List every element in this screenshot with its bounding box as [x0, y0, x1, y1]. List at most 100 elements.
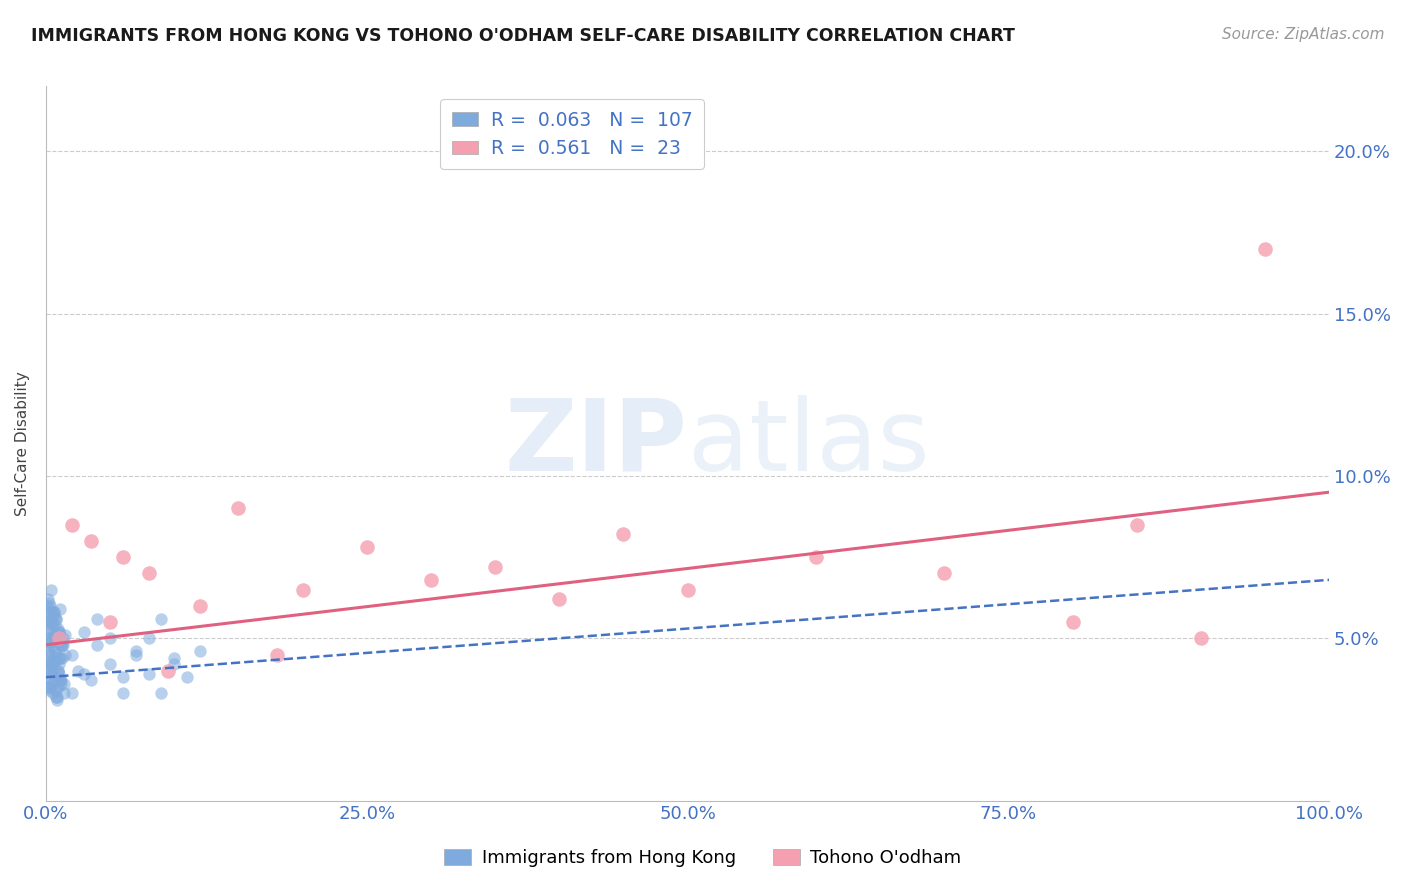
Point [49, 673, 72, 688]
Point [42, 686, 65, 700]
Point [804, 550, 827, 565]
Point [156, 664, 179, 678]
Point [111, 670, 134, 684]
Point [111, 686, 134, 700]
Point [37, 680, 59, 694]
Point [41, 632, 63, 646]
Point [46, 690, 69, 704]
Point [44, 640, 66, 655]
Point [138, 667, 160, 681]
Point [38, 615, 60, 629]
Point [150, 686, 173, 700]
Point [51, 673, 73, 688]
Text: atlas: atlas [688, 395, 929, 492]
Point [48, 657, 70, 672]
Point [38, 664, 60, 678]
Point [39, 612, 62, 626]
Point [46, 680, 69, 694]
Text: Source: ZipAtlas.com: Source: ZipAtlas.com [1222, 27, 1385, 42]
Point [163, 657, 186, 672]
Point [52, 686, 75, 700]
Point [41, 677, 63, 691]
Point [38, 680, 60, 694]
Point [48, 632, 70, 646]
Point [52, 638, 75, 652]
Point [1125, 517, 1147, 532]
Point [228, 501, 250, 516]
Point [49, 673, 72, 688]
Point [46, 664, 69, 678]
Point [37, 599, 59, 613]
Point [138, 632, 160, 646]
Point [60, 686, 83, 700]
Point [934, 566, 956, 581]
Point [48, 624, 70, 639]
Point [80, 533, 103, 548]
Point [45, 683, 67, 698]
Point [51, 638, 73, 652]
Point [42, 605, 65, 619]
Point [52, 632, 75, 646]
Point [44, 654, 66, 668]
Text: IMMIGRANTS FROM HONG KONG VS TOHONO O'ODHAM SELF-CARE DISABILITY CORRELATION CHA: IMMIGRANTS FROM HONG KONG VS TOHONO O'OD… [31, 27, 1015, 45]
Point [48, 667, 70, 681]
Point [125, 644, 148, 658]
Point [42, 667, 65, 681]
Point [38, 605, 60, 619]
Point [60, 648, 83, 662]
Point [42, 632, 65, 646]
Point [356, 541, 378, 555]
Point [37, 670, 59, 684]
Point [676, 582, 699, 597]
Point [48, 650, 70, 665]
Point [42, 605, 65, 619]
Point [80, 673, 103, 688]
Point [41, 657, 63, 672]
Point [39, 632, 62, 646]
Point [38, 634, 60, 648]
Point [38, 599, 60, 613]
Point [188, 644, 211, 658]
Point [41, 605, 63, 619]
Point [51, 638, 73, 652]
Point [53, 628, 76, 642]
Point [46, 664, 69, 678]
Point [35, 605, 58, 619]
Point [67, 664, 90, 678]
Point [49, 650, 72, 665]
Point [37, 664, 59, 678]
Point [188, 599, 211, 613]
Point [48, 628, 70, 642]
Point [38, 657, 60, 672]
Point [35, 622, 58, 636]
Point [138, 566, 160, 581]
Legend: Immigrants from Hong Kong, Tohono O'odham: Immigrants from Hong Kong, Tohono O'odha… [437, 841, 969, 874]
Point [1254, 242, 1277, 256]
Point [53, 648, 76, 662]
Point [45, 634, 67, 648]
Point [49, 638, 72, 652]
Point [45, 690, 67, 704]
Point [39, 624, 62, 639]
Point [41, 618, 63, 632]
Point [163, 650, 186, 665]
Point [98, 632, 121, 646]
Point [49, 677, 72, 691]
Point [38, 596, 60, 610]
Point [46, 622, 69, 636]
Point [1189, 632, 1212, 646]
Point [60, 517, 83, 532]
Point [86, 638, 108, 652]
Point [176, 670, 198, 684]
Point [45, 673, 67, 688]
Point [46, 634, 69, 648]
Point [45, 612, 67, 626]
Point [44, 644, 66, 658]
Text: ZIP: ZIP [505, 395, 688, 492]
Point [44, 618, 66, 632]
Point [73, 667, 96, 681]
Point [45, 612, 67, 626]
Point [37, 592, 59, 607]
Point [52, 677, 75, 691]
Point [44, 608, 66, 623]
